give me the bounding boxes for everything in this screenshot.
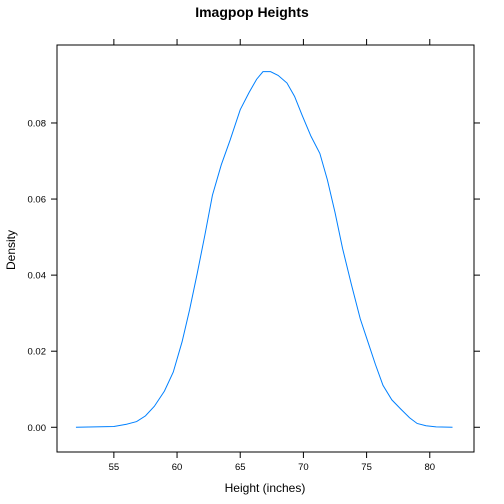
y-tick-label: 0.06	[28, 195, 47, 206]
y-axis-label: Density	[4, 230, 18, 270]
y-tick-label: 0.04	[28, 271, 47, 282]
axis-ticks	[51, 39, 480, 458]
y-tick-label: 0.00	[28, 423, 47, 434]
plot-frame	[56, 44, 475, 453]
axis-tick-labels: 55 60 65 70 75 80 0.00 0.02 0.04 0.06 0.08	[28, 118, 436, 473]
x-tick-label: 65	[235, 462, 246, 473]
x-tick-label: 70	[298, 462, 309, 473]
x-tick-label: 80	[424, 462, 435, 473]
density-line	[75, 71, 453, 428]
y-tick-label: 0.08	[28, 118, 47, 129]
x-tick-label: 75	[361, 462, 372, 473]
x-axis-label: Height (inches)	[225, 481, 306, 495]
x-tick-label: 55	[109, 462, 120, 473]
y-tick-label: 0.02	[28, 347, 47, 358]
x-tick-label: 60	[172, 462, 183, 473]
chart-title: Imagpop Heights	[195, 4, 309, 20]
